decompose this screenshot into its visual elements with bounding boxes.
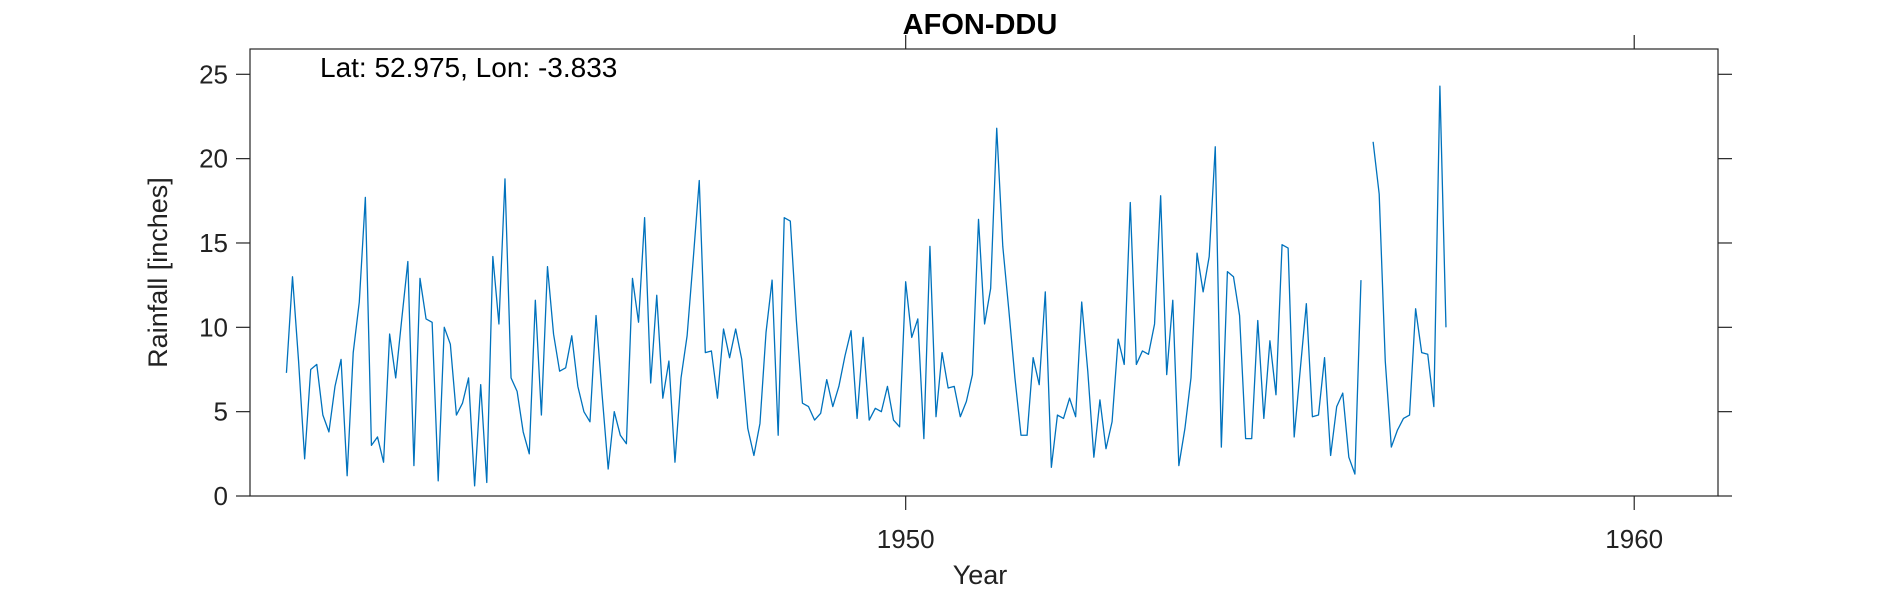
y-tick-label: 5 [214, 397, 228, 427]
x-axis-label: Year [953, 560, 1008, 590]
x-axis: 1950 1960 [877, 35, 1663, 554]
rainfall-series-line [285, 127, 1362, 487]
rainfall-series [285, 85, 1447, 487]
y-axis: 0 5 10 15 20 25 [199, 59, 1732, 511]
x-tick-label: 1960 [1605, 524, 1663, 554]
plot-area-frame [249, 48, 1719, 497]
x-tick-label: 1950 [877, 524, 935, 554]
y-tick-label: 25 [199, 59, 228, 89]
y-axis-label: Rainfall [inches] [143, 177, 173, 368]
y-tick-label: 10 [199, 312, 228, 342]
y-tick-label: 20 [199, 144, 228, 174]
location-annotation: Lat: 52.975, Lon: -3.833 [320, 52, 617, 83]
y-tick-label: 0 [214, 481, 228, 511]
rainfall-series-line [1372, 85, 1447, 448]
chart-title: AFON-DDU [903, 9, 1058, 41]
y-tick-label: 15 [199, 228, 228, 258]
